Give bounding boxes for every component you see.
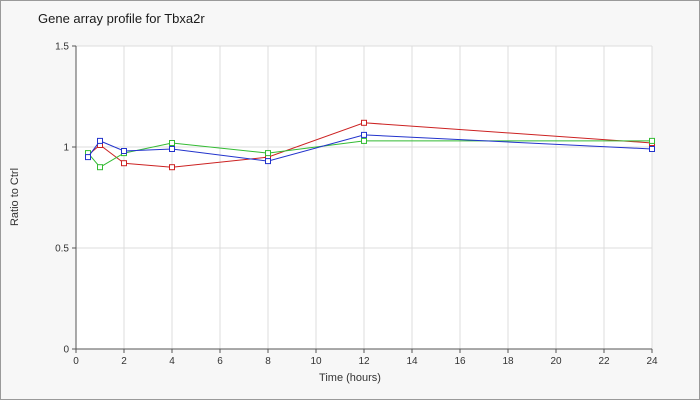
svg-text:0: 0 (73, 356, 79, 367)
svg-text:1.5: 1.5 (55, 42, 69, 53)
svg-text:24: 24 (646, 356, 658, 367)
chart-title: Gene array profile for Tbxa2r (38, 11, 205, 26)
svg-text:18: 18 (502, 356, 514, 367)
svg-text:10: 10 (310, 356, 322, 367)
svg-text:0.5: 0.5 (55, 244, 69, 255)
svg-text:4: 4 (169, 356, 175, 367)
svg-text:8: 8 (265, 356, 271, 367)
svg-text:20: 20 (550, 356, 562, 367)
svg-text:0: 0 (63, 345, 69, 356)
svg-text:14: 14 (406, 356, 418, 367)
svg-text:1: 1 (63, 143, 69, 154)
svg-text:22: 22 (598, 356, 610, 367)
svg-text:16: 16 (454, 356, 466, 367)
x-axis-label: Time (hours) (319, 372, 381, 384)
svg-text:12: 12 (358, 356, 370, 367)
svg-text:6: 6 (217, 356, 223, 367)
svg-text:2: 2 (121, 356, 127, 367)
